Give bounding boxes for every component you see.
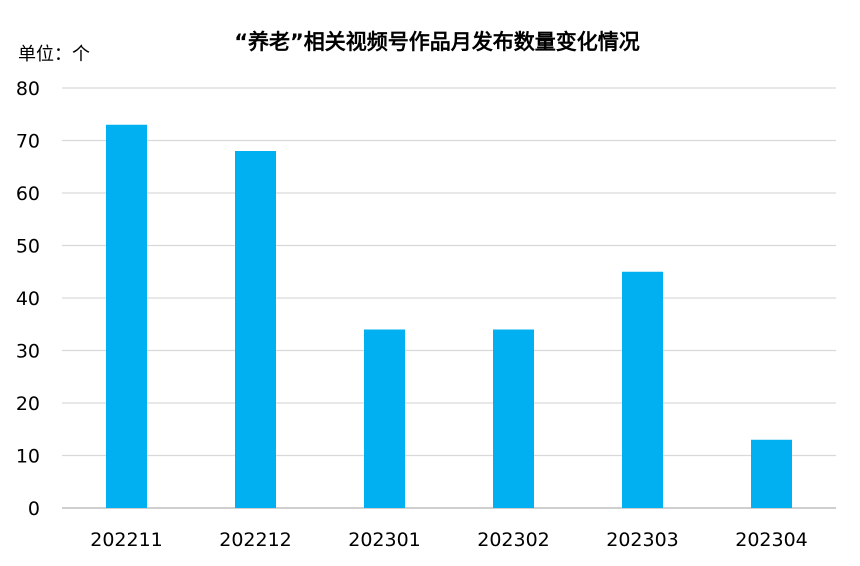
y-tick-label: 10 — [16, 446, 40, 468]
x-tick-label: 202303 — [606, 529, 679, 551]
y-tick-label: 20 — [16, 393, 40, 415]
bar-202301 — [364, 329, 405, 508]
y-tick-label: 70 — [16, 131, 40, 153]
bar-202302 — [493, 329, 534, 508]
bar-202304 — [751, 439, 792, 508]
x-tick-label: 202211 — [90, 529, 163, 551]
x-tick-label: 202304 — [735, 529, 808, 551]
bar-202211 — [106, 124, 147, 508]
chart-title: “养老”相关视频号作品月发布数量变化情况 — [234, 30, 640, 54]
y-tick-label: 50 — [16, 236, 40, 258]
x-axis-tick-labels: 202211 202212 202301 202302 202303 202304 — [90, 529, 808, 551]
gridlines — [62, 87, 836, 509]
bar-202212 — [235, 151, 276, 508]
x-tick-label: 202212 — [219, 529, 292, 551]
y-tick-label: 30 — [16, 341, 40, 363]
y-tick-label: 40 — [16, 288, 40, 310]
x-tick-label: 202301 — [348, 529, 421, 551]
y-tick-label: 60 — [16, 183, 40, 205]
bar-series — [106, 124, 792, 508]
y-axis-tick-labels: 0 10 20 30 40 50 60 70 80 — [16, 78, 40, 520]
x-tick-label: 202302 — [477, 529, 550, 551]
y-tick-label: 0 — [28, 498, 40, 520]
bar-202303 — [622, 271, 663, 508]
y-tick-label: 80 — [16, 78, 40, 100]
y-axis-unit-label: 单位：个 — [18, 44, 90, 65]
